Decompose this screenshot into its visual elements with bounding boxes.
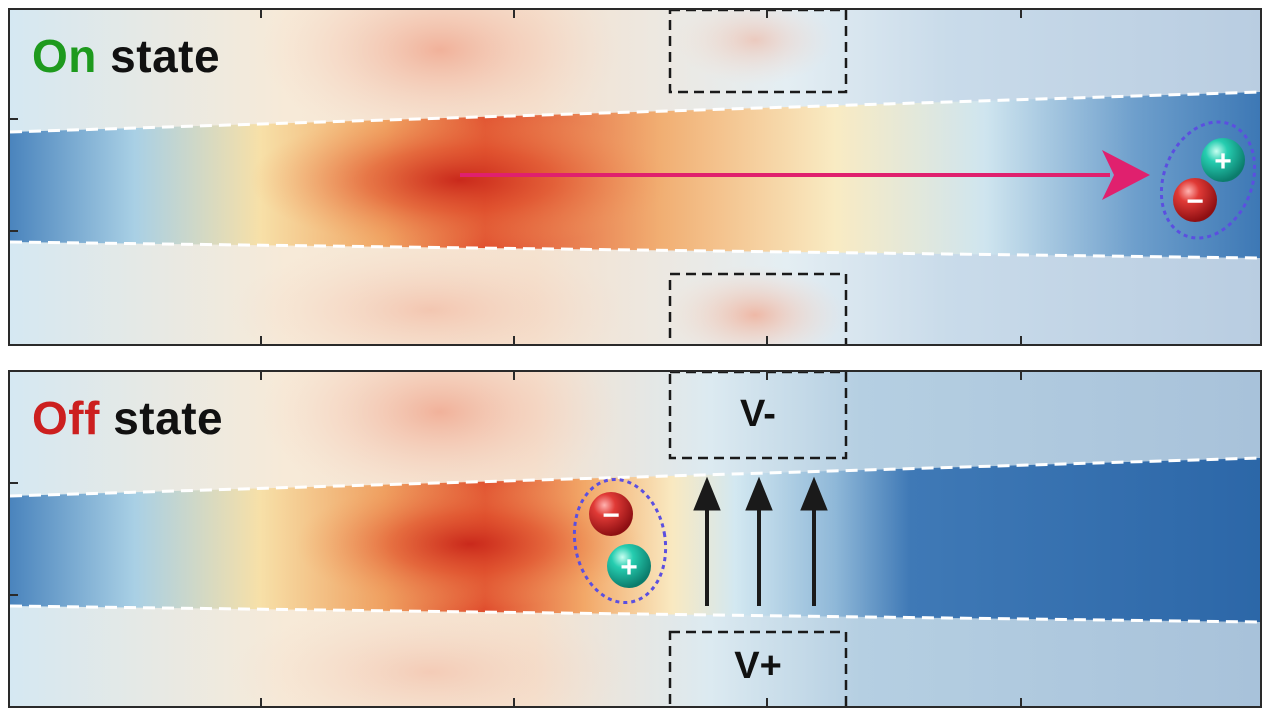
- on-state-word: On: [32, 30, 97, 82]
- axis-tick: [766, 372, 768, 380]
- electron-particle: [589, 492, 633, 536]
- carrier-pair-outline: [1159, 120, 1257, 240]
- axis-tick: [513, 698, 515, 706]
- axis-tick: [513, 10, 515, 18]
- axis-tick: [1020, 10, 1022, 18]
- hole-charge-symbol: +: [1214, 145, 1232, 178]
- axis-tick: [260, 698, 262, 706]
- electron-charge-symbol: −: [602, 499, 620, 532]
- top-electrode-v-minus: [668, 372, 848, 460]
- hole-particle: [1201, 138, 1245, 182]
- axis-tick: [766, 336, 768, 344]
- off-state-word: Off: [32, 392, 100, 444]
- carrier-pair: [572, 477, 668, 605]
- off-state-title: Off state: [32, 392, 223, 444]
- off-state-suffix: state: [113, 392, 224, 444]
- v-plus-label: V+: [734, 645, 782, 687]
- axis-tick: [513, 336, 515, 344]
- axis-tick: [10, 118, 18, 120]
- bottom-electrode: [668, 272, 848, 344]
- on-state-title: On state: [32, 30, 220, 82]
- axis-tick: [513, 372, 515, 380]
- axis-tick: [260, 336, 262, 344]
- electron-particle: [1173, 178, 1217, 222]
- on-state-field-map: + −: [10, 10, 1260, 344]
- axis-tick: [766, 10, 768, 18]
- axis-tick: [766, 698, 768, 706]
- on-state-suffix: state: [110, 30, 221, 82]
- v-minus-label: V-: [740, 393, 776, 435]
- off-state-panel: − + Off state V- V+: [8, 370, 1262, 708]
- hole-charge-symbol: +: [620, 551, 638, 584]
- axis-tick: [1020, 698, 1022, 706]
- axis-tick: [1020, 336, 1022, 344]
- bottom-electrode-v-plus: [668, 630, 848, 706]
- off-state-field-map: − +: [10, 372, 1260, 706]
- top-electrode: [668, 10, 848, 94]
- electric-field-arrows: [693, 476, 828, 606]
- axis-tick: [260, 372, 262, 380]
- axis-tick: [10, 230, 18, 232]
- axis-tick: [10, 482, 18, 484]
- axis-tick: [1020, 372, 1022, 380]
- electron-charge-symbol: −: [1186, 185, 1204, 218]
- carrier-pair-outline: [572, 477, 668, 605]
- on-state-panel: + − On state: [8, 8, 1262, 346]
- hole-particle: [607, 544, 651, 588]
- axis-tick: [260, 10, 262, 18]
- axis-tick: [10, 594, 18, 596]
- carrier-pair: [1159, 120, 1257, 240]
- propagation-arrow: [460, 150, 1150, 200]
